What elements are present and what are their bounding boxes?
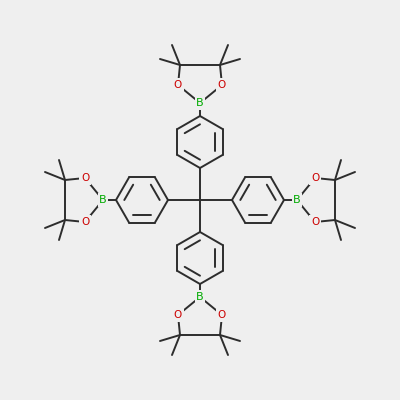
Text: O: O — [218, 80, 226, 90]
Text: O: O — [311, 173, 319, 183]
Text: B: B — [196, 98, 204, 108]
Text: O: O — [81, 173, 89, 183]
Text: B: B — [293, 195, 301, 205]
Text: O: O — [174, 80, 182, 90]
Text: O: O — [81, 217, 89, 227]
Text: B: B — [196, 292, 204, 302]
Text: O: O — [218, 310, 226, 320]
Text: B: B — [99, 195, 107, 205]
Text: O: O — [174, 310, 182, 320]
Text: O: O — [311, 217, 319, 227]
